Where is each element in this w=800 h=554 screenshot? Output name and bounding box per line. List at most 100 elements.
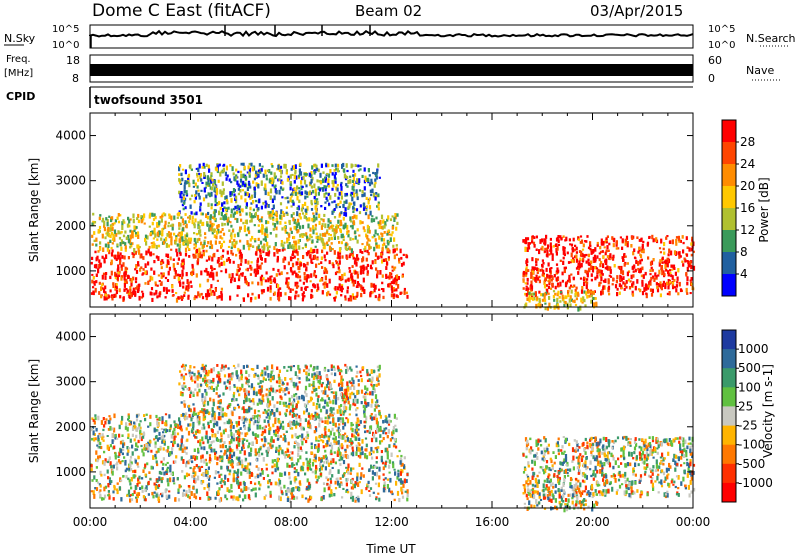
heatmap-cell	[114, 293, 117, 298]
heatmap-cell	[349, 252, 352, 256]
heatmap-cell	[240, 195, 243, 200]
heatmap-cell	[315, 464, 318, 470]
heatmap-cell	[339, 413, 342, 416]
heatmap-cell	[233, 193, 236, 197]
heatmap-cell	[342, 162, 345, 167]
heatmap-cell	[104, 236, 107, 240]
heatmap-cell	[619, 278, 622, 281]
heatmap-cell	[329, 460, 333, 464]
heatmap-cell	[298, 174, 301, 178]
heatmap-cell	[152, 237, 155, 240]
heatmap-cell	[218, 200, 221, 205]
heatmap-cell	[543, 250, 547, 253]
heatmap-cell	[330, 225, 333, 228]
heatmap-cell	[325, 185, 328, 189]
heatmap-cell	[158, 230, 161, 235]
heatmap-cell	[224, 449, 227, 454]
heatmap-cell	[207, 271, 210, 276]
heatmap-cell	[314, 456, 317, 460]
heatmap-cell	[267, 210, 270, 215]
heatmap-cell	[350, 202, 353, 206]
heatmap-cell	[286, 488, 289, 493]
heatmap-cell	[93, 239, 96, 242]
heatmap-cell	[132, 218, 135, 224]
heatmap-cell	[337, 426, 340, 431]
heatmap-cell	[199, 173, 202, 177]
heatmap-cell	[182, 281, 185, 285]
heatmap-cell	[320, 218, 323, 221]
heatmap-cell	[331, 262, 334, 266]
heatmap-cell	[250, 261, 253, 264]
heatmap-cell	[370, 464, 373, 469]
heatmap-cell	[287, 423, 290, 427]
heatmap-cell	[326, 251, 329, 255]
heatmap-cell	[227, 245, 231, 248]
heatmap-cell	[250, 471, 253, 477]
heatmap-cell	[631, 283, 634, 287]
heatmap-cell	[327, 415, 331, 419]
heatmap-cell	[582, 278, 585, 281]
heatmap-cell	[240, 162, 243, 166]
heatmap-cell	[185, 452, 188, 455]
heatmap-cell	[219, 497, 223, 502]
heatmap-cell	[288, 454, 291, 457]
heatmap-cell	[528, 246, 531, 250]
heatmap-cell	[114, 276, 117, 280]
heatmap-cell	[144, 473, 147, 477]
heatmap-cell	[286, 284, 289, 288]
heatmap-cell	[293, 243, 297, 248]
heatmap-cell	[330, 236, 333, 241]
heatmap-cell	[524, 246, 527, 251]
heatmap-cell	[350, 163, 353, 169]
heatmap-cell	[92, 212, 95, 216]
heatmap-cell	[179, 485, 182, 488]
heatmap-cell	[261, 223, 264, 227]
heatmap-cell	[345, 435, 349, 438]
heatmap-cell	[577, 267, 581, 271]
heatmap-cell	[295, 175, 298, 180]
heatmap-cell	[577, 238, 581, 241]
heatmap-cell	[560, 237, 563, 241]
heatmap-cell	[335, 226, 338, 230]
heatmap-cell	[331, 172, 334, 176]
heatmap-cell	[386, 478, 390, 481]
heatmap-cell	[336, 450, 339, 454]
heatmap-cell	[128, 447, 131, 450]
heatmap-cell	[169, 232, 173, 235]
heatmap-cell	[357, 257, 360, 260]
heatmap-cell	[140, 436, 143, 442]
heatmap-cell	[377, 492, 380, 495]
heatmap-cell	[286, 462, 289, 468]
heatmap-cell	[555, 277, 558, 281]
heatmap-cell	[238, 206, 241, 211]
heatmap-cell	[191, 263, 194, 267]
heatmap-cell	[660, 238, 663, 244]
heatmap-cell	[356, 254, 359, 259]
heatmap-cell	[355, 262, 358, 267]
heatmap-cell	[215, 202, 218, 205]
heatmap-cell	[158, 416, 161, 422]
heatmap-cell	[153, 231, 156, 235]
heatmap-cell	[532, 298, 535, 301]
heatmap-cell	[547, 262, 550, 267]
heatmap-cell	[324, 188, 327, 192]
heatmap-cell	[351, 477, 354, 481]
heatmap-cell	[214, 203, 217, 207]
heatmap-cell	[154, 216, 157, 220]
heatmap-cell	[678, 281, 681, 287]
heatmap-cell	[580, 297, 583, 303]
heatmap-cell	[220, 291, 223, 295]
heatmap-cell	[374, 229, 377, 235]
heatmap-cell	[119, 257, 122, 262]
heatmap-cell	[267, 420, 270, 424]
heatmap-cell	[114, 436, 117, 440]
heatmap-cell	[626, 242, 629, 248]
heatmap-cell	[586, 288, 589, 294]
heatmap-cell	[232, 475, 235, 479]
heatmap-cell	[156, 418, 159, 421]
heatmap-cell	[548, 295, 551, 300]
heatmap-cell	[265, 271, 268, 275]
heatmap-cell	[394, 471, 397, 476]
heatmap-cell	[536, 258, 539, 261]
heatmap-cell	[343, 472, 346, 475]
